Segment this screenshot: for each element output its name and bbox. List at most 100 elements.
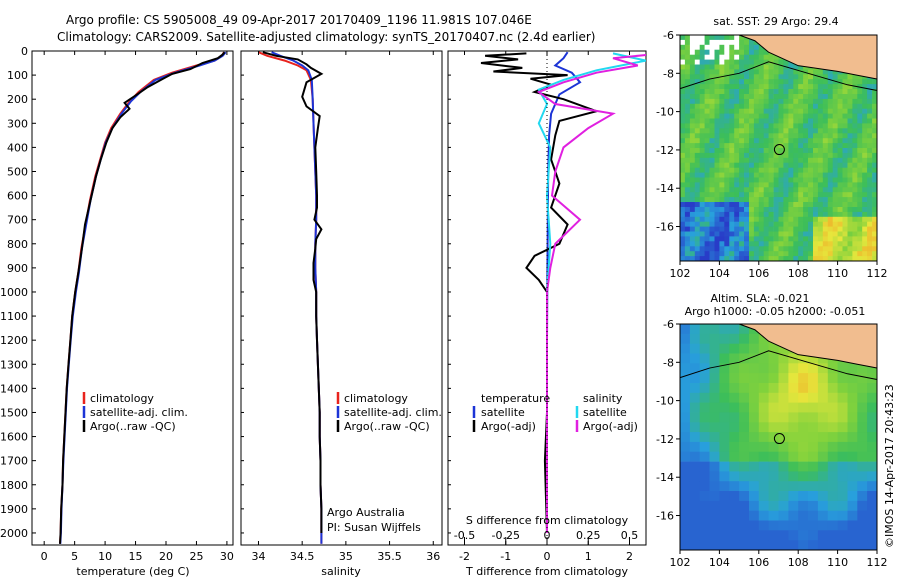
map-cell [778,177,784,183]
map-cell [867,226,873,232]
map-cell [852,197,858,203]
map-cell [689,54,696,60]
map-cell [773,98,779,105]
map-cell [709,246,715,252]
map-cell [709,510,720,521]
map-cell [832,241,838,247]
map-cell [714,182,720,188]
map-cell [857,177,863,183]
map-cell [837,152,843,159]
map-cell [788,221,794,227]
map-cell [852,128,858,134]
map-cell [680,422,691,433]
map-cell [680,510,691,521]
map-cell [680,530,691,541]
map-cell [709,98,715,105]
map-cell [842,143,848,149]
map-cell [817,89,824,95]
map-cell [729,69,735,75]
map-cell [837,98,843,105]
map-cell [803,69,809,75]
map-cell [788,113,794,119]
map-cell [817,256,824,262]
map-cell [793,133,799,139]
map-cell [753,94,760,100]
map-cell [719,383,730,394]
map-cell [847,128,853,134]
map-cell [768,64,774,70]
map-cell [857,202,863,208]
map-cell [842,113,848,119]
x-tick-label: 30 [220,550,234,563]
map-cell [749,231,755,237]
map-cell [709,113,715,119]
map-cell [680,343,691,354]
map-cell [719,148,725,154]
map-cell [694,241,701,247]
x-tick-label: -1 [500,550,511,563]
map-cell [739,241,745,247]
map-cell [798,412,809,423]
map-cell [832,108,838,114]
map-cell [724,197,730,203]
map-cell [768,226,774,232]
map-cell [689,192,696,198]
map-cell [744,64,750,70]
map-cell [778,216,784,223]
map-cell [753,113,760,119]
map-cell [699,353,710,364]
map-cell [857,157,863,164]
map-cell [719,241,725,247]
map-cell [832,187,838,193]
map-cell [689,363,701,374]
map-cell [842,138,848,144]
map-cell [689,241,696,247]
map-cell [783,182,789,188]
map-cell [684,54,691,60]
map-cell [847,74,853,80]
map-cell [827,422,839,433]
map-cell [817,118,824,124]
map-cell [680,231,686,237]
map-cell [753,143,760,149]
map-cell [749,251,755,257]
map-cell [729,162,735,168]
map-cell [788,89,794,95]
map-cell [813,256,819,262]
map-cell [724,143,730,149]
map-cell [758,491,770,502]
map-cell [852,157,858,164]
map-cell [813,128,819,134]
map-cell [734,118,740,124]
x-tick-label: 35 [339,550,353,563]
map-cell [773,128,779,134]
map-cell [857,128,863,134]
map-cell [739,128,745,134]
map-cell [778,202,784,208]
map-cell [827,226,834,232]
map-cell [847,510,858,521]
map-cell [803,256,809,262]
map-cell [768,246,774,252]
map-cell [827,98,834,105]
map-cell [827,471,839,482]
map-cell [729,123,735,129]
map-cell [699,39,705,46]
map-cell [852,103,858,110]
map-cell [822,133,829,139]
map-cell [827,256,834,262]
map-cell [867,412,878,423]
map-cell [768,481,779,492]
map-cell [729,148,735,154]
map-cell [788,118,794,124]
map-cell [704,103,710,110]
map-cell [778,392,789,403]
map-cell [783,207,789,213]
map-cell [837,103,843,110]
map-cell [798,74,804,80]
map-cell [749,152,755,159]
map-cell [680,383,691,394]
map-cell [714,152,720,159]
map-cell [719,530,730,541]
salinity-axis-label: salinity [321,565,361,578]
